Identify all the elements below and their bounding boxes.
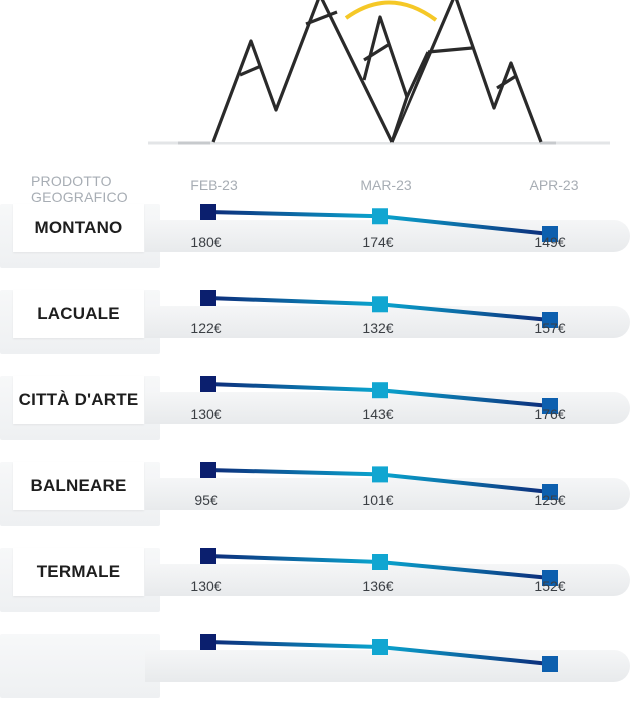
category-header: PRODOTTO GEOGRAFICO <box>31 173 128 205</box>
chart-row: MONTANO 180€ 174€ 149€ <box>0 200 638 286</box>
data-label: 174€ <box>362 234 394 250</box>
series-line-chart <box>200 204 558 242</box>
data-label: 136€ <box>362 578 394 594</box>
sun-arc <box>344 0 438 22</box>
data-point-apr-23 <box>542 226 558 242</box>
data-point-feb-23 <box>200 462 216 478</box>
data-point-mar-23 <box>372 466 388 483</box>
data-point-feb-23 <box>200 290 216 306</box>
data-point-apr-23 <box>542 484 558 500</box>
data-point-mar-23 <box>372 208 388 225</box>
chart-row: TERMALE 130€ 136€ 152€ <box>0 544 638 630</box>
chart-row: BALNEARE 95€ 101€ 125€ <box>0 458 638 544</box>
series-line-chart <box>200 548 558 586</box>
data-point-feb-23 <box>200 376 216 392</box>
series-line-chart <box>200 634 558 672</box>
data-point-mar-23 <box>372 382 388 399</box>
series-line-chart <box>200 290 558 328</box>
data-point-mar-23 <box>372 639 388 655</box>
data-point-mar-23 <box>372 554 388 570</box>
series-line-chart <box>200 462 558 500</box>
data-point-mar-23 <box>372 296 388 313</box>
series-label: BALNEARE <box>13 462 144 510</box>
series-label: MONTANO <box>13 204 144 252</box>
data-label: 95€ <box>194 492 218 508</box>
data-point-apr-23 <box>542 312 558 328</box>
data-label: 143€ <box>362 406 394 422</box>
data-label: 101€ <box>362 492 394 508</box>
chart-row: LACUALE 122€ 132€ 157€ <box>0 286 638 372</box>
data-point-feb-23 <box>200 634 216 650</box>
mountain-illustration <box>148 0 610 145</box>
column-header-apr-23: APR-23 <box>529 177 579 193</box>
data-point-apr-23 <box>542 656 558 672</box>
data-label: 176€ <box>534 406 566 422</box>
chart-row: CITTÀ D'ARTE 130€ 143€ 176€ <box>0 372 638 458</box>
data-label: 130€ <box>190 578 222 594</box>
data-label: 149€ <box>534 234 566 250</box>
data-point-feb-23 <box>200 548 216 564</box>
data-label: 132€ <box>362 320 394 336</box>
series-label: TERMALE <box>13 548 144 596</box>
data-point-feb-23 <box>200 204 216 220</box>
data-label: 180€ <box>190 234 222 250</box>
data-label: 157€ <box>534 320 566 336</box>
data-point-apr-23 <box>542 398 558 414</box>
data-label: 152€ <box>534 578 566 594</box>
column-header-mar-23: MAR-23 <box>360 177 412 193</box>
data-label: 125€ <box>534 492 566 508</box>
chart-row <box>0 630 638 716</box>
series-label: CITTÀ D'ARTE <box>13 376 144 424</box>
data-label: 130€ <box>190 406 222 422</box>
column-header-feb-23: FEB-23 <box>190 177 238 193</box>
series-label: LACUALE <box>13 290 144 338</box>
series-line-chart <box>200 376 558 414</box>
data-point-apr-23 <box>542 570 558 586</box>
data-label: 122€ <box>190 320 222 336</box>
